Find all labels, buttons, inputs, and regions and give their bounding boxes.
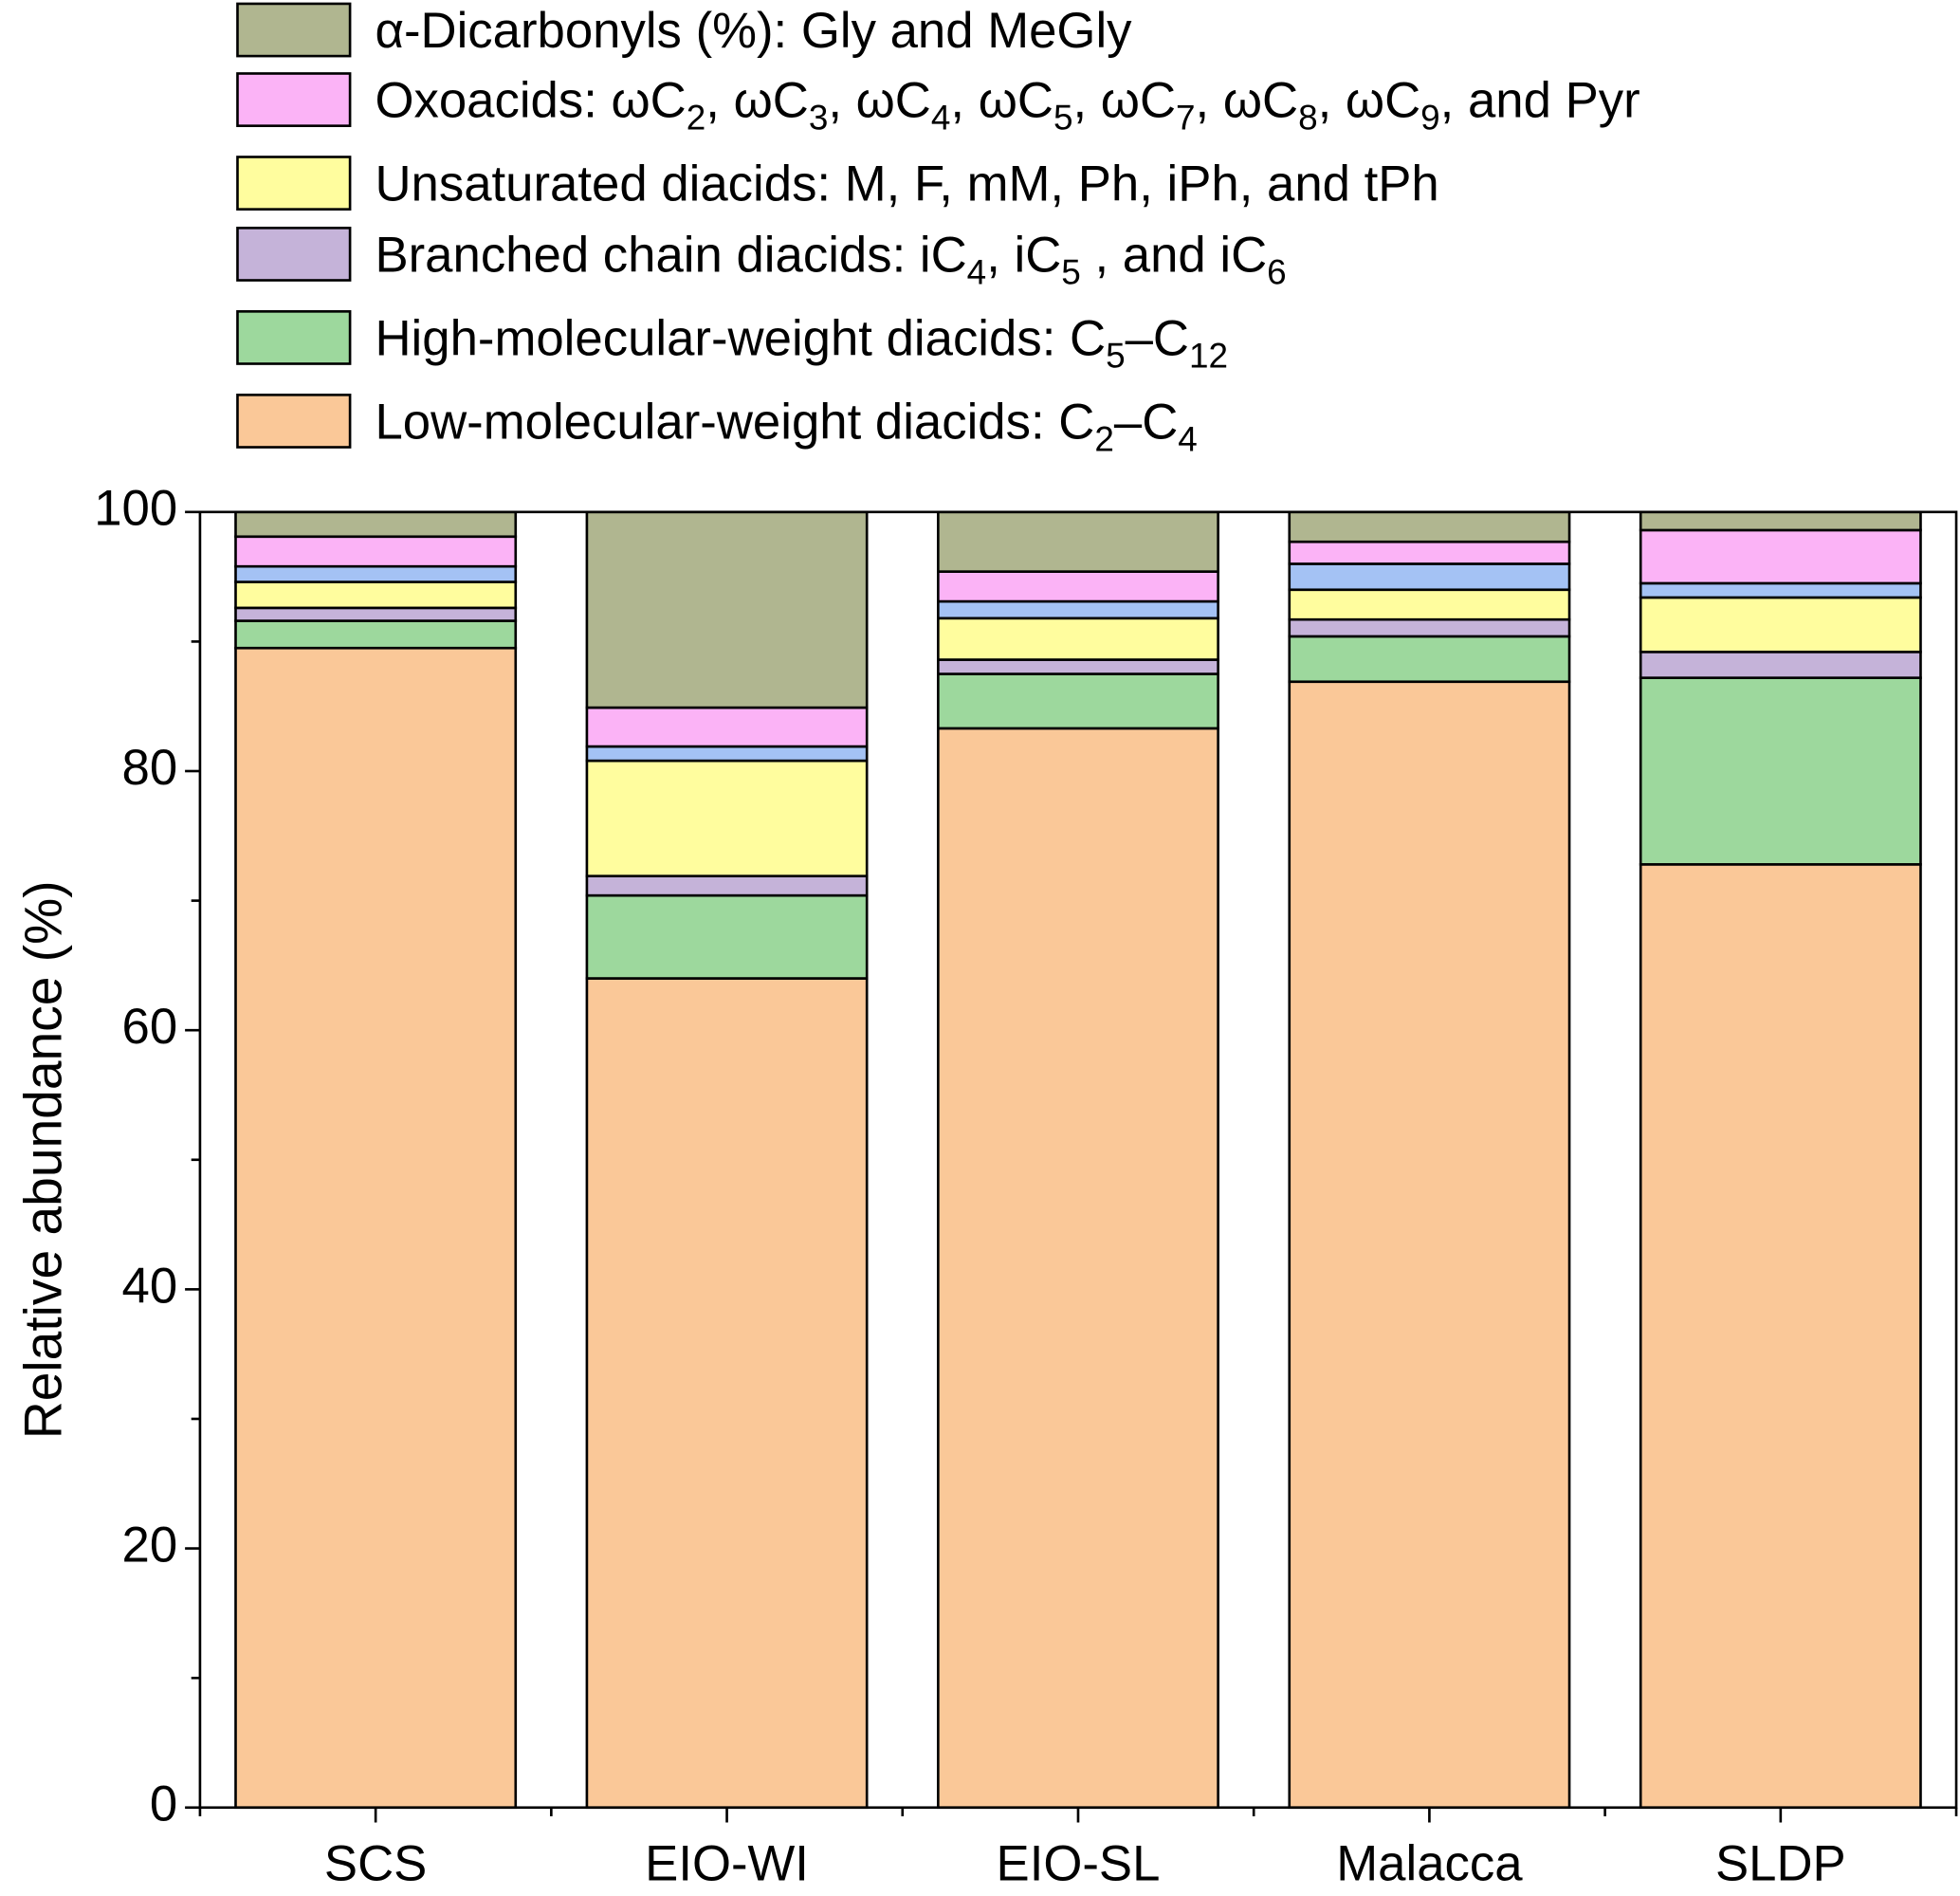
bar-segment <box>937 672 1219 730</box>
bar-segment <box>585 893 869 980</box>
bar-segment <box>234 510 518 539</box>
bar-segment <box>585 745 869 763</box>
bar-segment <box>1639 528 1922 585</box>
bar-segment <box>1288 617 1571 638</box>
bar-segment <box>234 564 518 583</box>
legend-label: Low-molecular-weight diacids: C2–C4 <box>375 394 1197 458</box>
legend-label: Branched chain diacids: iC4, iC5 , and i… <box>375 227 1286 291</box>
legend-label: α-Dicarbonyls (%): Gly and MeGly <box>375 3 1132 59</box>
y-axis-label: Relative abundance (%) <box>14 880 73 1439</box>
y-tick-label: 80 <box>122 740 178 796</box>
bar-segment <box>937 658 1219 675</box>
bar-segment <box>937 570 1219 603</box>
bar-segment <box>234 580 518 610</box>
y-tick-label: 40 <box>122 1258 178 1314</box>
bar-segment <box>234 535 518 568</box>
bar-segment <box>1639 863 1922 1810</box>
bar-segment <box>585 977 869 1810</box>
bar-segment <box>1639 651 1922 679</box>
legend-label: Oxoacids: ωC2, ωC3, ωC4, ωC5, ωC7, ωC8, … <box>375 73 1639 138</box>
bar-segment <box>1288 680 1571 1810</box>
bar-segment <box>1288 510 1571 543</box>
x-tick-label: SCS <box>324 1836 427 1892</box>
bar-segment <box>585 706 869 748</box>
bar-segment <box>585 510 869 709</box>
legend-swatch <box>236 156 352 211</box>
bar-segment <box>1639 510 1922 532</box>
bar-segment <box>1288 635 1571 684</box>
bar-segment <box>937 617 1219 661</box>
bar-segment <box>1288 562 1571 592</box>
legend-swatch <box>236 310 352 365</box>
plot-frame <box>198 510 1958 1810</box>
legend-swatch <box>236 227 352 282</box>
x-tick-label: Malacca <box>1336 1836 1523 1892</box>
bar-segment <box>937 599 1219 620</box>
x-tick-label: EIO-WI <box>645 1836 809 1892</box>
y-tick-label: 0 <box>150 1776 177 1832</box>
legend-swatch <box>236 72 352 127</box>
y-tick-label: 60 <box>122 999 178 1055</box>
y-tick-label: 100 <box>94 481 177 537</box>
bar-segment <box>234 619 518 650</box>
legend-swatch <box>236 2 352 58</box>
bar-segment <box>1639 596 1922 653</box>
bar-segment <box>937 727 1219 1810</box>
bar-segment <box>937 510 1219 573</box>
legend-label: Unsaturated diacids: M, F, mM, Ph, iPh, … <box>375 156 1438 212</box>
legend-label: High-molecular-weight diacids: C5–C12 <box>375 310 1228 375</box>
bar-segment <box>234 646 518 1810</box>
bar-segment <box>1288 588 1571 621</box>
bar-segment <box>585 759 869 877</box>
legend-swatch <box>236 394 352 449</box>
bar-segment <box>1639 581 1922 599</box>
x-tick-label: SLDP <box>1715 1836 1846 1892</box>
bar-segment <box>1288 540 1571 565</box>
bar-segment <box>1639 676 1922 866</box>
x-tick-label: EIO-SL <box>997 1836 1161 1892</box>
bar-segment <box>234 606 518 622</box>
y-tick-label: 20 <box>122 1518 178 1574</box>
bar-segment <box>585 874 869 897</box>
